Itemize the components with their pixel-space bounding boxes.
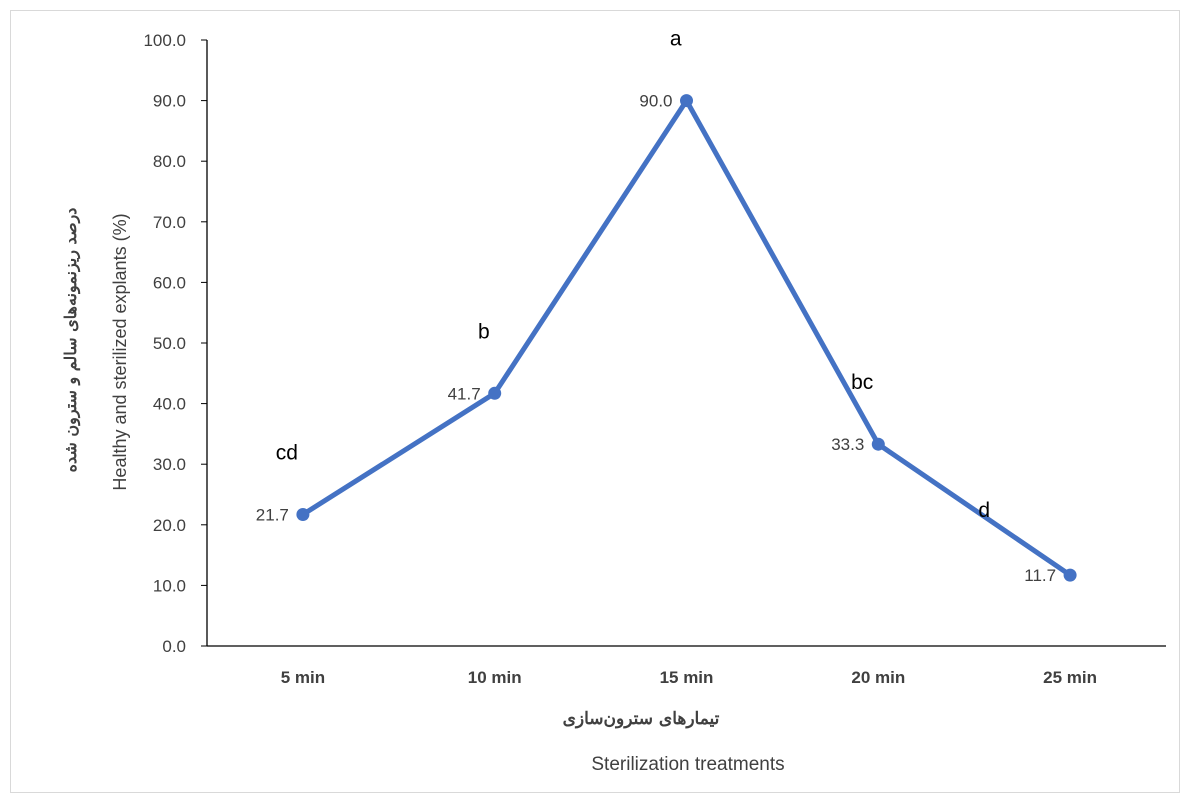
data-label: 90.0 <box>639 92 672 111</box>
y-tick-label: 10.0 <box>153 576 186 595</box>
y-axis-title-fa: درصد ریزنمونه‌های سالم و سترون شده <box>61 208 81 473</box>
data-points <box>296 94 1077 582</box>
data-point <box>296 507 310 521</box>
significance-letter: d <box>978 499 990 522</box>
data-label: 21.7 <box>256 505 289 524</box>
y-tick-label: 80.0 <box>153 152 186 171</box>
y-tick-label: 20.0 <box>153 516 186 535</box>
significance-letter: b <box>478 320 490 343</box>
significance-letter: cd <box>276 441 298 464</box>
x-axis-ticks: 5 min 10 min 15 min 20 min 25 min <box>281 668 1097 687</box>
y-tick-label: 70.0 <box>153 213 186 232</box>
y-axis-title-en: Healthy and sterilized explants (%) <box>110 213 130 490</box>
y-tick-label: 0.0 <box>162 637 186 656</box>
x-tick-label: 10 min <box>468 668 522 687</box>
x-tick-label: 5 min <box>281 668 325 687</box>
chart-frame <box>10 10 1180 793</box>
data-point <box>871 437 885 451</box>
data-label: 33.3 <box>831 435 864 454</box>
data-point <box>680 94 693 108</box>
x-tick-label: 25 min <box>1043 668 1097 687</box>
significance-letter: a <box>670 28 682 51</box>
y-tick-label: 50.0 <box>153 334 186 353</box>
series-line <box>300 98 1073 578</box>
y-tick-label: 60.0 <box>153 273 186 292</box>
data-point <box>488 386 502 400</box>
data-label: 41.7 <box>448 384 481 403</box>
data-label: 11.7 <box>1024 566 1056 585</box>
x-tick-label: 15 min <box>660 668 714 687</box>
significance-letter: bc <box>851 371 873 394</box>
x-tick-label: 20 min <box>851 668 905 687</box>
data-point <box>1063 568 1077 582</box>
x-axis-title-en: Sterilization treatments <box>591 754 784 775</box>
y-tick-label: 40.0 <box>153 395 186 414</box>
x-axis-title-fa: تیمارهای سترون‌سازی <box>563 709 720 729</box>
data-labels: 21.7 41.7 90.0 33.3 11.7 <box>256 92 1056 585</box>
y-tick-label: 100.0 <box>143 31 186 50</box>
significance-letters: cd b a bc d <box>276 28 990 522</box>
y-axis-ticks: 0.0 10.0 20.0 30.0 40.0 50.0 60.0 70.0 80.0 90.0 1… <box>143 31 207 656</box>
y-tick-label: 90.0 <box>153 92 186 111</box>
y-tick-label: 30.0 <box>153 455 186 474</box>
